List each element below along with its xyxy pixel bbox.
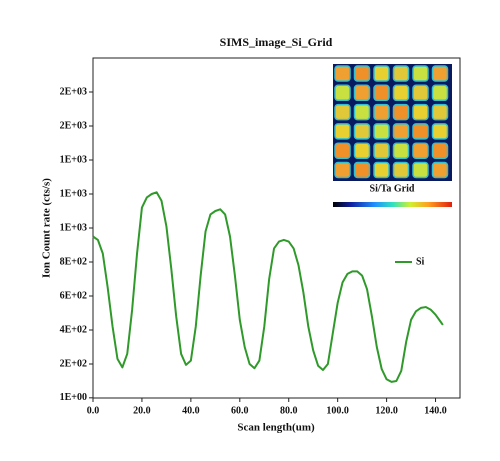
x-tick-label: 40.0 — [182, 405, 200, 416]
inset-cell — [373, 65, 390, 82]
y-tick-label: 1E+03 — [60, 222, 87, 233]
inset-cell — [353, 123, 371, 140]
inset-cell — [353, 65, 371, 82]
inset-cell — [412, 84, 429, 102]
color-bar — [333, 202, 452, 207]
inset-cell — [334, 142, 351, 159]
inset-cell — [373, 103, 390, 121]
inset-cell — [412, 103, 429, 121]
y-tick-label: 8E+02 — [60, 256, 87, 267]
inset-cell — [353, 161, 371, 179]
x-tick-label: 60.0 — [231, 405, 249, 416]
inset-cell — [412, 142, 429, 159]
inset-cell — [334, 103, 351, 121]
inset-cell — [353, 84, 371, 102]
inset-label: Si/Ta Grid — [370, 183, 415, 194]
inset-cell — [334, 161, 351, 179]
y-tick-label: 6E+02 — [60, 290, 87, 301]
inset-cell — [373, 84, 390, 102]
inset-cell — [412, 123, 429, 140]
inset-cell — [353, 142, 371, 159]
inset-cell — [392, 161, 410, 179]
inset-cell — [431, 123, 449, 140]
x-tick-label: 20.0 — [133, 405, 151, 416]
inset-background — [333, 64, 452, 181]
y-tick-label: 4E+02 — [60, 324, 87, 335]
inset-cell — [412, 65, 429, 82]
inset-cell — [373, 123, 390, 140]
inset-cell — [392, 142, 410, 159]
y-tick-label: 1E+00 — [60, 392, 87, 403]
x-tick-label: 80.0 — [280, 405, 298, 416]
legend-label: Si — [416, 256, 425, 267]
inset-cell — [334, 84, 351, 102]
inset-cell — [353, 103, 371, 121]
inset-cell — [373, 142, 390, 159]
inset-cell — [392, 123, 410, 140]
y-tick-label: 2E+02 — [60, 358, 87, 369]
series-line — [92, 191, 444, 383]
x-tick-label: 100.0 — [326, 405, 349, 416]
inset-cell — [431, 84, 449, 102]
x-tick-label: 0.0 — [87, 405, 100, 416]
inset-cell — [431, 65, 449, 82]
y-tick-label: 2E+03 — [60, 120, 87, 131]
y-axis-title: Ion Count rate (cts/s) — [41, 178, 53, 278]
inset-cell — [431, 103, 449, 121]
chart-title: SIMS_image_Si_Grid — [220, 35, 333, 49]
inset-cell — [373, 161, 390, 179]
inset-cell — [392, 65, 410, 82]
inset-cell — [392, 103, 410, 121]
y-tick-label: 1E+03 — [60, 188, 87, 199]
inset-image — [333, 64, 452, 181]
inset-cell — [431, 142, 449, 159]
inset-cell — [431, 161, 449, 179]
inset-cell — [412, 161, 429, 179]
y-tick-label: 2E+03 — [60, 86, 87, 97]
x-axis-title: Scan length(um) — [237, 422, 315, 434]
inset-cell — [334, 65, 351, 82]
x-tick-label: 140.0 — [424, 405, 447, 416]
y-tick-label: 1E+03 — [60, 154, 87, 165]
x-tick-label: 120.0 — [375, 405, 398, 416]
inset-cell — [334, 123, 351, 140]
inset-cell — [392, 84, 410, 102]
